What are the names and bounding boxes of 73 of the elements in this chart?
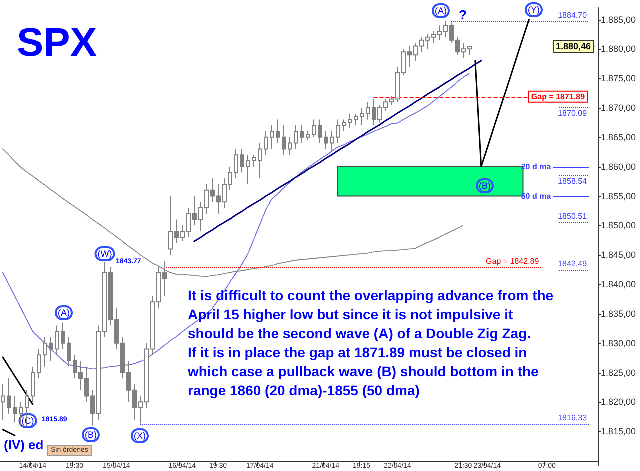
y-tick-label: 1.870,00 bbox=[601, 103, 636, 114]
candlestick bbox=[318, 119, 322, 144]
candlestick bbox=[1, 384, 5, 420]
ref-line-label: 20 d ma bbox=[521, 162, 552, 172]
annotation: (W) bbox=[98, 249, 112, 259]
y-tick-label: 1.865,00 bbox=[601, 132, 636, 142]
candlestick bbox=[49, 336, 53, 362]
candlestick bbox=[234, 148, 238, 180]
y-tick-label: 1.860,00 bbox=[601, 162, 636, 172]
annotation: (B) bbox=[85, 430, 97, 440]
annotation: (Y) bbox=[528, 5, 540, 15]
candlestick bbox=[37, 348, 41, 380]
ref-line-label: Gap = 1871.89 bbox=[531, 92, 586, 102]
annotation: ? bbox=[459, 8, 467, 22]
candlestick bbox=[246, 154, 250, 185]
ref-line-label: 1.880,46 bbox=[556, 41, 592, 52]
candlestick bbox=[294, 125, 298, 150]
y-tick-label: 1.840,00 bbox=[601, 280, 636, 290]
candlestick bbox=[270, 125, 274, 150]
ref-line-label: 1850.51 bbox=[558, 212, 588, 222]
ref-line-label: 1816.33 bbox=[558, 413, 588, 422]
candlestick bbox=[282, 125, 286, 156]
candlestick bbox=[300, 125, 304, 144]
candlestick bbox=[288, 136, 292, 156]
y-tick-label: 1.830,00 bbox=[601, 338, 636, 348]
candlestick bbox=[61, 322, 65, 350]
candlestick bbox=[43, 336, 47, 368]
candlestick bbox=[354, 113, 358, 126]
candlestick bbox=[276, 119, 280, 144]
annotation: (X) bbox=[134, 431, 146, 441]
candlestick bbox=[264, 131, 268, 156]
y-tick-label: 1.820,00 bbox=[601, 397, 636, 408]
y-tick-label: 1.880,00 bbox=[601, 44, 636, 54]
candlestick bbox=[7, 378, 11, 414]
candlestick bbox=[312, 119, 316, 138]
candlestick bbox=[360, 108, 364, 126]
annotation: (IV) ed bbox=[4, 438, 44, 452]
candlestick bbox=[324, 131, 328, 150]
y-tick-label: 1.855,00 bbox=[601, 191, 636, 202]
y-tick-label: 1.885,00 bbox=[601, 14, 636, 25]
chart-title: SPX bbox=[17, 21, 98, 65]
y-tick-label: 1.825,00 bbox=[601, 368, 636, 378]
ref-line-label: Gap = 1842.89 bbox=[486, 257, 540, 266]
annotation: It is difficult to count the overlapping advance from the April 15 higher low but since it is not impulsive it should be the second wave (A) of a Double Zig Zag. If it is in place the gap at 1871.89 must be closed in which case a pullback wave (B) should bottom in the range 1860 (20 dma)-1855 (50 dma) bbox=[187, 288, 554, 398]
ref-line-label: 50 d ma bbox=[521, 192, 552, 201]
annotation: (A) bbox=[435, 6, 447, 16]
candlestick bbox=[306, 131, 310, 141]
candlestick bbox=[31, 366, 35, 403]
candlestick bbox=[55, 325, 59, 356]
annotation: (A) bbox=[58, 308, 70, 318]
ref-line-label: 1858.54 bbox=[558, 176, 588, 186]
candlestick bbox=[366, 102, 370, 120]
y-tick-label: 1.835,00 bbox=[601, 308, 636, 319]
candlestick bbox=[240, 148, 244, 174]
candlestick bbox=[330, 131, 334, 152]
candlestick bbox=[19, 402, 23, 426]
ref-line-label: 1842.49 bbox=[558, 259, 588, 268]
line-series bbox=[474, 19, 530, 168]
y-tick-label: 1.815,00 bbox=[601, 426, 636, 437]
candlestick bbox=[258, 142, 262, 180]
line-series bbox=[2, 356, 34, 406]
y-tick-label: 1.875,00 bbox=[601, 74, 636, 84]
candlestick bbox=[336, 119, 340, 144]
candlestick bbox=[67, 336, 71, 368]
y-tick-label: 1.845,00 bbox=[601, 250, 636, 260]
y-tick-label: 1.850,00 bbox=[601, 220, 636, 231]
candlestick bbox=[13, 396, 17, 424]
annotation: (B) bbox=[479, 181, 491, 191]
candlestick bbox=[342, 119, 346, 132]
candlestick bbox=[252, 154, 256, 168]
candlestick bbox=[348, 113, 352, 130]
ref-line-label: 1870.09 bbox=[558, 108, 588, 118]
ref-line-label: 1884.70 bbox=[558, 11, 588, 20]
